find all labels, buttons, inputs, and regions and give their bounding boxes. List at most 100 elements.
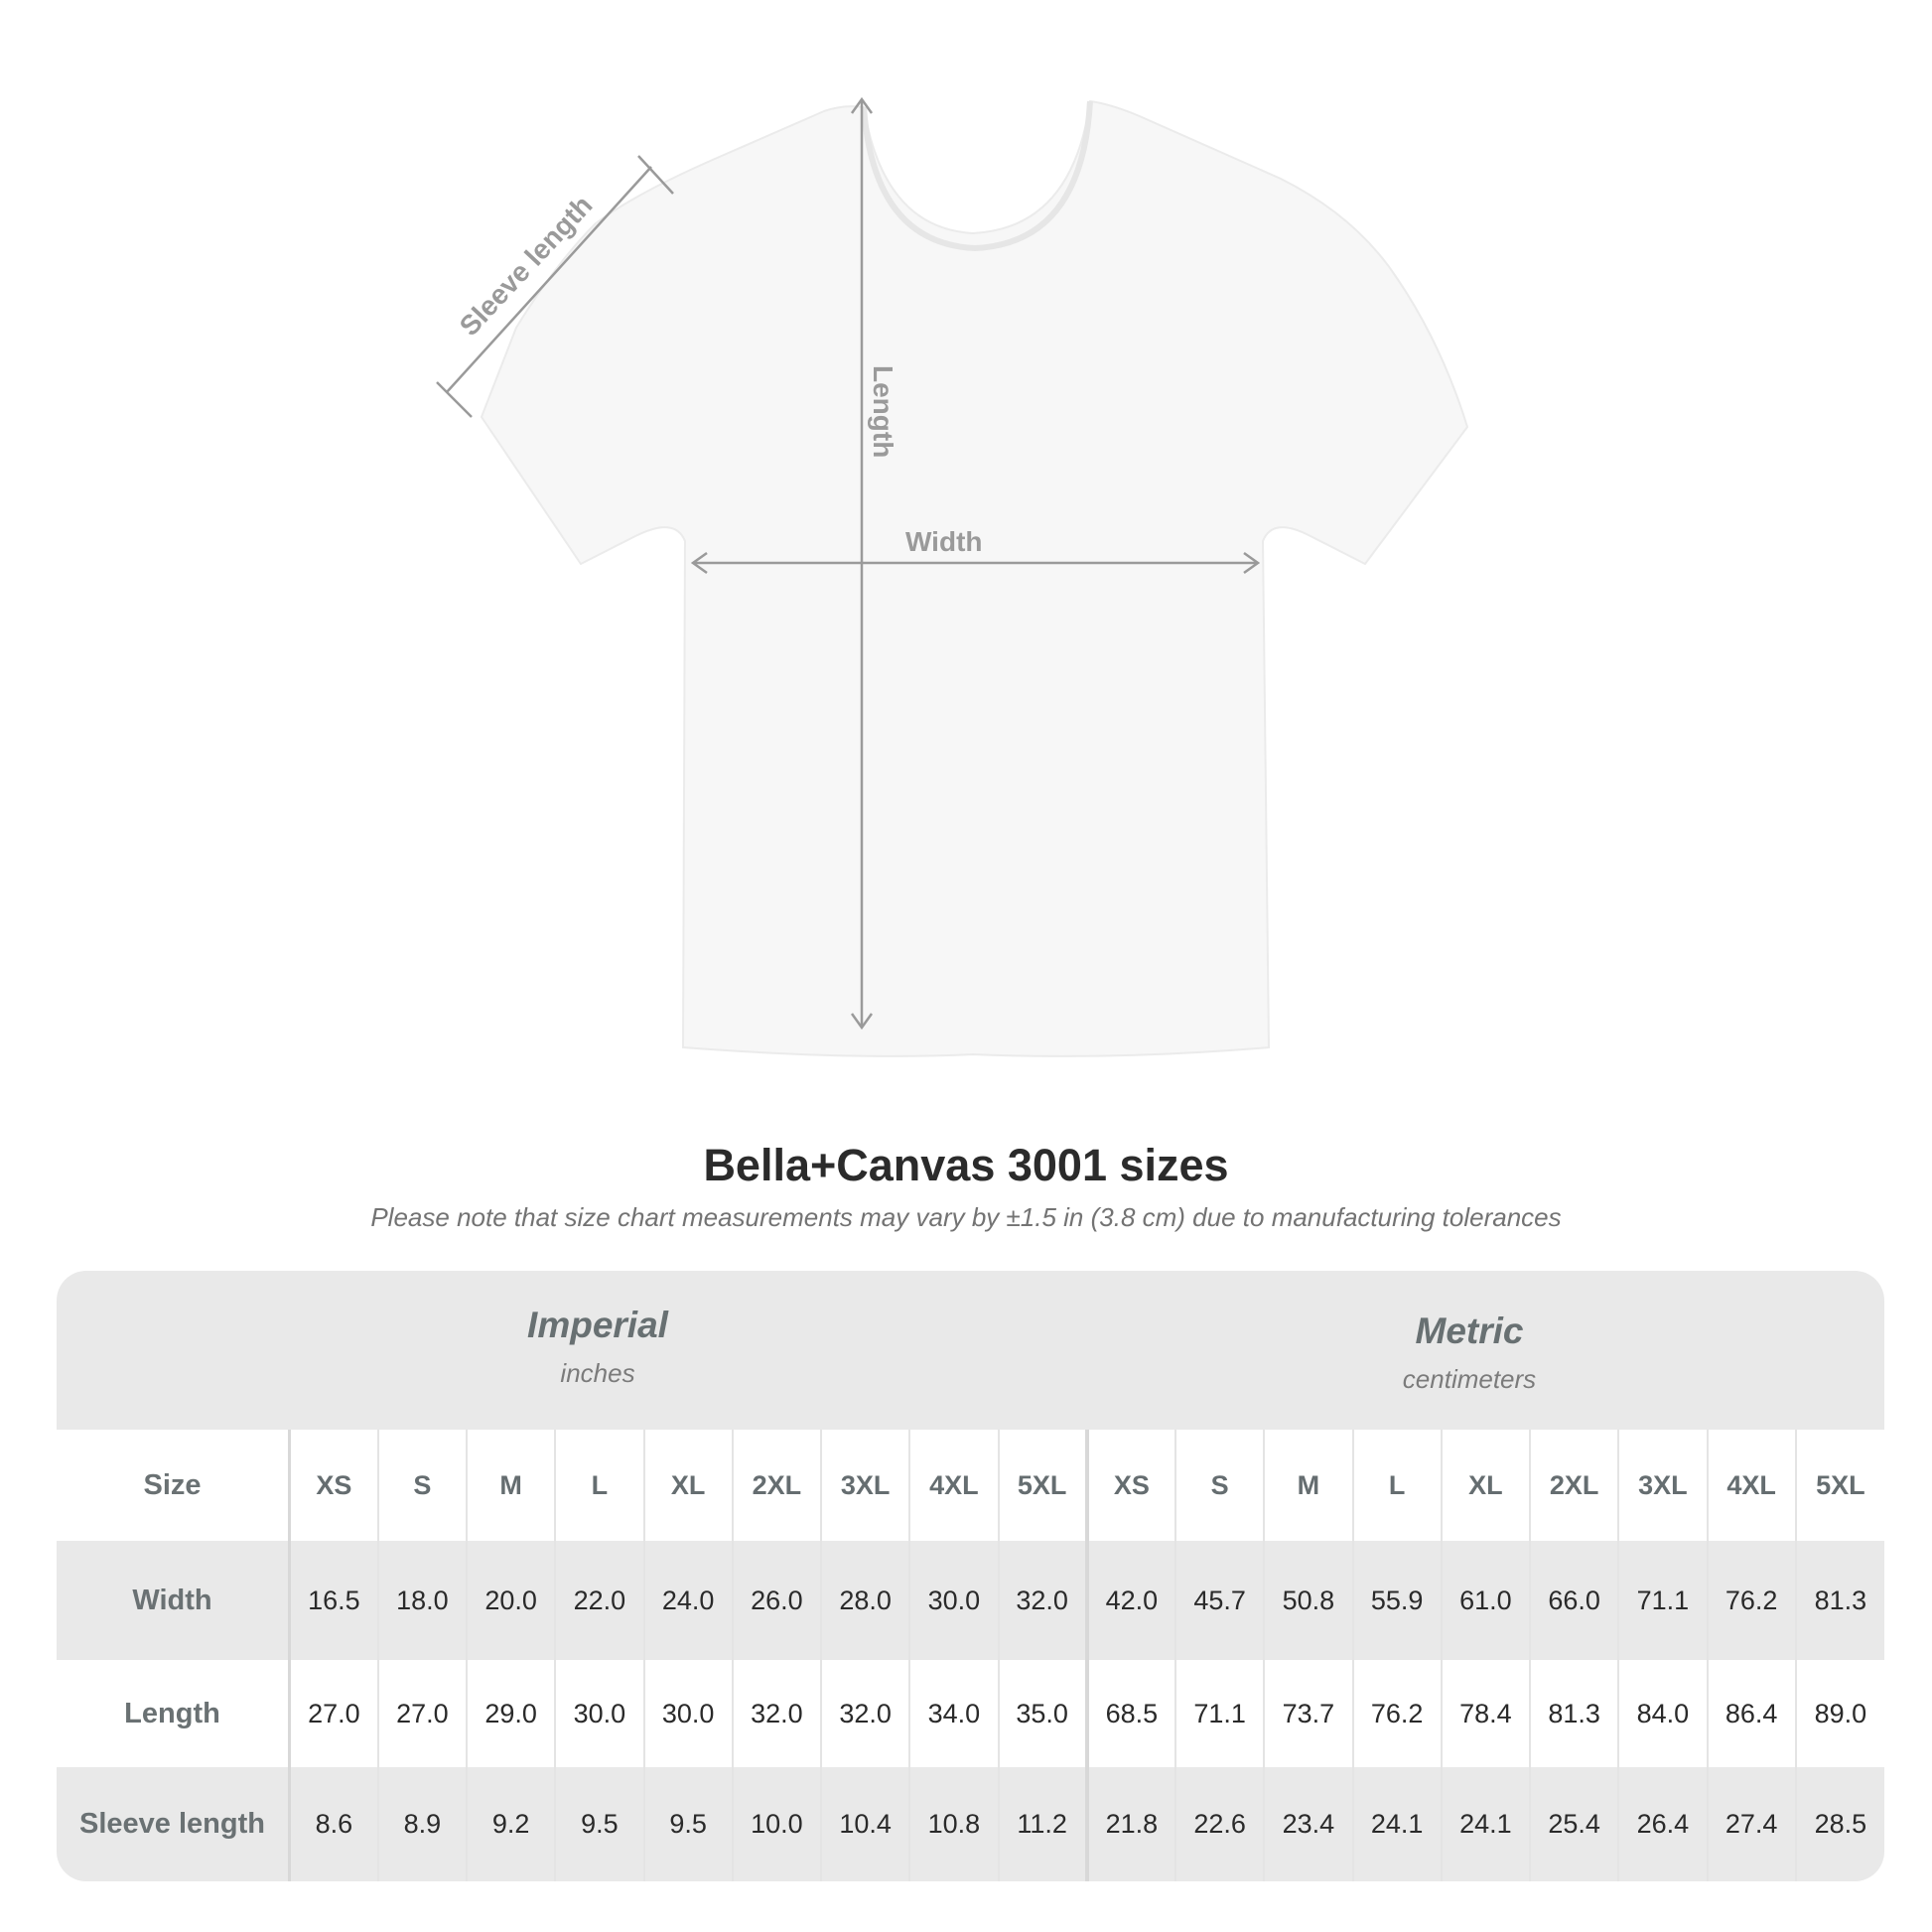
metric-value-cell: 89.0 — [1794, 1660, 1884, 1767]
metric-value-cell: 81.3 — [1794, 1541, 1884, 1660]
length-arrow-bottom-icon — [850, 1013, 874, 1031]
metric-unit: centimeters — [1402, 1364, 1537, 1394]
metric-value-cell: 66.0 — [1528, 1541, 1619, 1660]
imperial-value-cell: 9.5 — [554, 1767, 644, 1881]
metric-value-cell: 27.4 — [1706, 1767, 1796, 1881]
imperial-value-cell: 34.0 — [908, 1660, 999, 1767]
imperial-unit: inches — [560, 1358, 635, 1388]
metric-value-cell: 61.0 — [1440, 1541, 1530, 1660]
length-label: Length — [868, 365, 898, 458]
metric-value-cell: 76.2 — [1706, 1541, 1796, 1660]
imperial-value-cell: 9.2 — [465, 1767, 556, 1881]
sleeve-arrow-cap-end — [637, 155, 674, 195]
imperial-size-4xl: 4XL — [908, 1430, 999, 1541]
metric-value-cell: 50.8 — [1263, 1541, 1353, 1660]
metric-value-cell: 26.4 — [1617, 1767, 1708, 1881]
imperial-size-l: L — [554, 1430, 644, 1541]
metric-value-cell: 55.9 — [1351, 1541, 1442, 1660]
tolerance-note: Please note that size chart measurements… — [370, 1202, 1562, 1232]
imperial-value-cell: 18.0 — [376, 1541, 467, 1660]
imperial-size-3xl: 3XL — [819, 1430, 910, 1541]
width-arrow-right-icon — [1243, 551, 1261, 575]
metric-value-cell: 24.1 — [1351, 1767, 1442, 1881]
imperial-size-2xl: 2XL — [731, 1430, 821, 1541]
tshirt-image — [480, 99, 1469, 1057]
width-arrow-left-icon — [690, 551, 708, 575]
row-label: Sleeve length — [57, 1767, 291, 1881]
metric-size-xl: XL — [1440, 1430, 1530, 1541]
metric-value-cell: 28.5 — [1794, 1767, 1884, 1881]
imperial-value-cell: 27.0 — [288, 1660, 378, 1767]
imperial-value-cell: 22.0 — [554, 1541, 644, 1660]
metric-value-cell: 25.4 — [1528, 1767, 1619, 1881]
size-grid: Size XS S M L XL 2XL 3XL 4XL 5XL XS S M L XL 2XL 3XL 4XL 5… — [57, 1430, 1884, 1881]
row-label: Width — [57, 1541, 291, 1660]
tshirt-diagram: Sleeve length Length Width — [436, 96, 1469, 1057]
imperial-size-s: S — [376, 1430, 467, 1541]
row-label: Length — [57, 1660, 291, 1767]
metric-size-l: L — [1351, 1430, 1442, 1541]
metric-size-5xl: 5XL — [1794, 1430, 1884, 1541]
imperial-size-xl: XL — [642, 1430, 733, 1541]
metric-value-cell: 76.2 — [1351, 1660, 1442, 1767]
imperial-value-cell: 10.8 — [908, 1767, 999, 1881]
width-label: Width — [905, 526, 983, 557]
metric-value-cell: 78.4 — [1440, 1660, 1530, 1767]
page-title: Bella+Canvas 3001 sizes — [703, 1140, 1229, 1190]
sleeve-arrow — [446, 166, 652, 393]
imperial-value-cell: 9.5 — [642, 1767, 733, 1881]
table-row-sleeve-length: Sleeve length 8.6 8.9 9.2 9.5 9.5 10.0 10.4 10.8… — [57, 1767, 1884, 1881]
imperial-value-cell: 32.0 — [819, 1660, 910, 1767]
metric-size-3xl: 3XL — [1617, 1430, 1708, 1541]
imperial-size-5xl: 5XL — [997, 1430, 1087, 1541]
imperial-value-cell: 20.0 — [465, 1541, 556, 1660]
sleeve-arrow-cap-start — [436, 381, 473, 418]
imperial-header: Imperial inches — [349, 1305, 846, 1389]
metric-value-cell: 42.0 — [1084, 1541, 1175, 1660]
metric-value-cell: 86.4 — [1706, 1660, 1796, 1767]
imperial-value-cell: 10.0 — [731, 1767, 821, 1881]
metric-value-cell: 21.8 — [1084, 1767, 1175, 1881]
imperial-value-cell: 16.5 — [288, 1541, 378, 1660]
metric-size-m: M — [1263, 1430, 1353, 1541]
metric-value-cell: 68.5 — [1084, 1660, 1175, 1767]
metric-value-cell: 71.1 — [1173, 1660, 1265, 1767]
imperial-value-cell: 28.0 — [819, 1541, 910, 1660]
imperial-value-cell: 30.0 — [642, 1660, 733, 1767]
imperial-value-cell: 30.0 — [554, 1660, 644, 1767]
metric-value-cell: 24.1 — [1440, 1767, 1530, 1881]
metric-size-4xl: 4XL — [1706, 1430, 1796, 1541]
metric-value-cell: 73.7 — [1263, 1660, 1353, 1767]
imperial-value-cell: 10.4 — [819, 1767, 910, 1881]
imperial-size-m: M — [465, 1430, 556, 1541]
length-arrow-top-icon — [850, 96, 874, 114]
table-header-band: Imperial inches Metric centimeters — [57, 1271, 1884, 1430]
imperial-value-cell: 26.0 — [731, 1541, 821, 1660]
table-row-width: Width 16.5 18.0 20.0 22.0 24.0 26.0 28.0 30.0 32.… — [57, 1541, 1884, 1660]
metric-header: Metric centimeters — [1221, 1311, 1718, 1395]
imperial-value-cell: 32.0 — [731, 1660, 821, 1767]
metric-value-cell: 22.6 — [1173, 1767, 1265, 1881]
table-row-length: Length 27.0 27.0 29.0 30.0 30.0 32.0 32.0 34.0 35… — [57, 1660, 1884, 1767]
imperial-size-xs: XS — [288, 1430, 378, 1541]
imperial-value-cell: 8.6 — [288, 1767, 378, 1881]
imperial-value-cell: 24.0 — [642, 1541, 733, 1660]
imperial-value-cell: 32.0 — [997, 1541, 1087, 1660]
metric-value-cell: 71.1 — [1617, 1541, 1708, 1660]
metric-value-cell: 84.0 — [1617, 1660, 1708, 1767]
collar — [861, 100, 1093, 252]
imperial-value-cell: 8.9 — [376, 1767, 467, 1881]
imperial-value-cell: 30.0 — [908, 1541, 999, 1660]
metric-size-s: S — [1173, 1430, 1265, 1541]
row-label-size: Size — [57, 1430, 291, 1541]
metric-value-cell: 81.3 — [1528, 1660, 1619, 1767]
size-header-row: Size XS S M L XL 2XL 3XL 4XL 5XL XS S M L XL 2XL 3XL 4XL 5… — [57, 1430, 1884, 1541]
metric-value-cell: 45.7 — [1173, 1541, 1265, 1660]
size-chart-table: Imperial inches Metric centimeters Size X… — [57, 1271, 1884, 1881]
imperial-value-cell: 35.0 — [997, 1660, 1087, 1767]
metric-value-cell: 23.4 — [1263, 1767, 1353, 1881]
imperial-value-cell: 29.0 — [465, 1660, 556, 1767]
imperial-title: Imperial — [527, 1305, 668, 1345]
imperial-value-cell: 11.2 — [997, 1767, 1087, 1881]
metric-title: Metric — [1415, 1311, 1524, 1351]
